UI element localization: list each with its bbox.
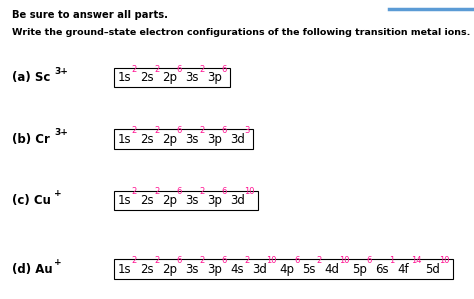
Text: (a) Sc: (a) Sc [12,71,50,84]
Text: 14: 14 [411,256,422,265]
Text: 2s: 2s [140,132,154,146]
Text: 3+: 3+ [55,67,68,76]
Text: 2: 2 [154,187,159,196]
Text: 2: 2 [132,126,137,135]
Text: (d) Au: (d) Au [12,263,53,276]
Text: 2: 2 [154,65,159,74]
Text: (c) Cu: (c) Cu [12,194,51,207]
Text: 6: 6 [222,256,227,265]
Text: 2p: 2p [163,132,177,146]
Text: 2: 2 [154,256,159,265]
Text: 5d: 5d [425,263,439,276]
Text: 3d: 3d [252,263,267,276]
Text: 2p: 2p [163,194,177,207]
Text: 2: 2 [199,126,204,135]
Text: (b) Cr: (b) Cr [12,132,50,146]
Text: 6: 6 [177,187,182,196]
Text: 3d: 3d [230,132,245,146]
Text: 3p: 3p [208,194,222,207]
Text: 3+: 3+ [55,128,68,137]
Text: 10: 10 [244,187,255,196]
Text: 10: 10 [439,256,449,265]
Text: 3s: 3s [185,194,199,207]
Text: 2s: 2s [140,194,154,207]
Text: 6: 6 [222,187,227,196]
Text: 1s: 1s [118,263,131,276]
Text: 3d: 3d [230,194,245,207]
Text: 2: 2 [132,65,137,74]
Text: 4s: 4s [230,263,244,276]
Text: 3p: 3p [208,71,222,84]
Text: 1s: 1s [118,194,131,207]
Text: 2p: 2p [163,71,177,84]
Text: 2s: 2s [140,71,154,84]
Text: 2: 2 [199,256,204,265]
Text: 6: 6 [177,126,182,135]
Text: 3p: 3p [208,263,222,276]
Text: 6: 6 [294,256,300,265]
Text: 10: 10 [266,256,277,265]
Text: 2: 2 [132,256,137,265]
Text: 2: 2 [132,187,137,196]
Text: 3s: 3s [185,263,199,276]
Text: 3: 3 [244,126,249,135]
Text: 3s: 3s [185,71,199,84]
Text: 6: 6 [177,65,182,74]
Text: 6: 6 [222,65,227,74]
Text: 6: 6 [222,126,227,135]
Text: 4d: 4d [325,263,340,276]
Text: 2s: 2s [140,263,154,276]
Text: 2: 2 [199,187,204,196]
Text: 4p: 4p [280,263,295,276]
Text: 2: 2 [154,126,159,135]
Text: 2p: 2p [163,263,177,276]
Text: 4f: 4f [397,263,409,276]
Text: 3p: 3p [208,132,222,146]
Text: 2: 2 [317,256,322,265]
Text: Be sure to answer all parts.: Be sure to answer all parts. [12,10,168,20]
Text: +: + [55,258,62,267]
Text: 10: 10 [339,256,349,265]
Text: 6: 6 [366,256,372,265]
Text: 2: 2 [244,256,249,265]
Text: 3s: 3s [185,132,199,146]
Text: +: + [55,189,62,198]
Text: 1s: 1s [118,132,131,146]
Text: 2: 2 [199,65,204,74]
Text: Write the ground–state electron configurations of the following transition metal: Write the ground–state electron configur… [12,28,470,37]
Text: 5p: 5p [352,263,367,276]
Text: 5s: 5s [302,263,316,276]
Text: 1s: 1s [118,71,131,84]
Text: 6: 6 [177,256,182,265]
Text: 1: 1 [389,256,394,265]
Text: 6s: 6s [375,263,388,276]
